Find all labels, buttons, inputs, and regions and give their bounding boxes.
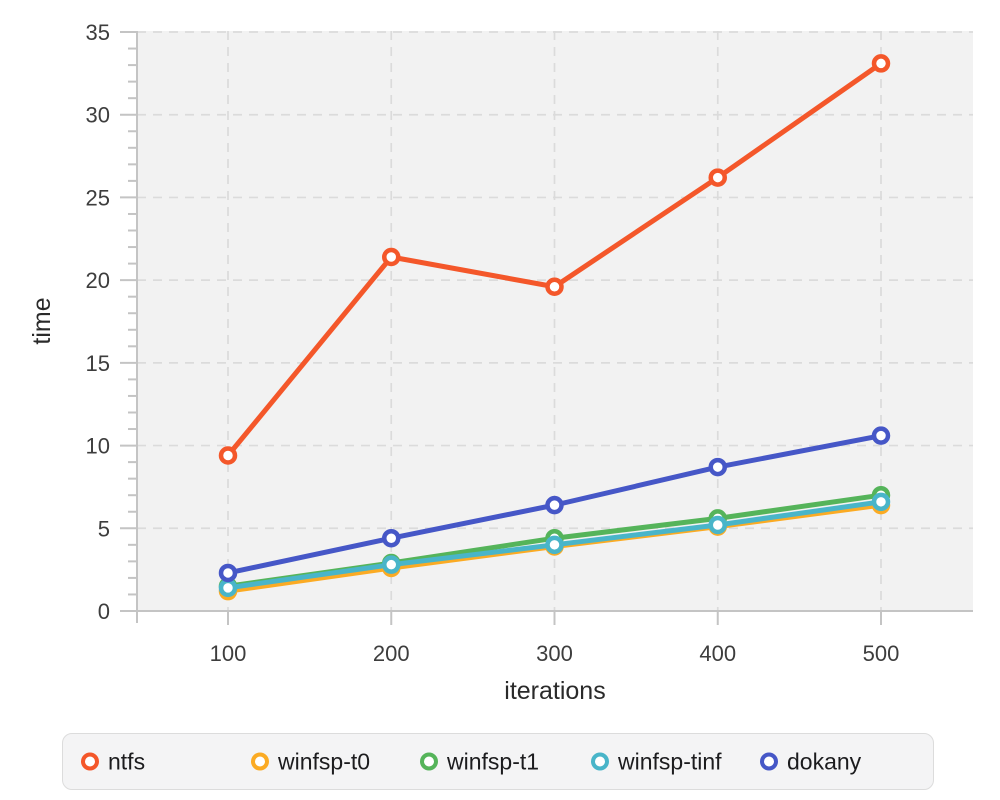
svg-text:25: 25 (86, 185, 110, 210)
svg-text:35: 35 (86, 20, 110, 45)
svg-text:400: 400 (699, 641, 736, 666)
svg-text:30: 30 (86, 103, 110, 128)
legend-item-winfsp-tinf: winfsp-tinf (591, 750, 722, 773)
ntfs-marker-icon (81, 752, 99, 771)
svg-text:10: 10 (86, 434, 110, 459)
svg-text:300: 300 (536, 641, 573, 666)
legend-item-ntfs: ntfs (81, 750, 145, 773)
legend-item-winfsp-t1: winfsp-t1 (420, 750, 539, 773)
legend-label-winfsp-t1: winfsp-t1 (447, 748, 540, 774)
dokany-marker-icon (760, 752, 778, 771)
legend-item-dokany: dokany (760, 750, 861, 773)
svg-text:15: 15 (86, 351, 110, 376)
svg-text:20: 20 (86, 268, 110, 293)
svg-text:time: time (28, 297, 56, 344)
line-chart-canvas: 0 5 10 15 20 25 30 35 100 200 300 400 500 time iterati… (28, 20, 973, 705)
chart-legend: ntfs winfsp-t0 winfsp-t1 winfsp-tinf dok… (62, 733, 934, 790)
legend-label-ntfs: ntfs (108, 748, 146, 774)
winfsp-t0-marker-icon (251, 752, 269, 771)
legend-label-winfsp-t0: winfsp-t0 (278, 748, 371, 774)
legend-item-winfsp-t0: winfsp-t0 (251, 750, 370, 773)
svg-text:5: 5 (98, 516, 110, 541)
winfsp-tinf-marker-icon (591, 752, 609, 771)
svg-text:100: 100 (210, 641, 247, 666)
svg-text:0: 0 (98, 599, 110, 624)
legend-label-winfsp-tinf: winfsp-tinf (618, 748, 722, 774)
svg-text:500: 500 (863, 641, 900, 666)
svg-text:200: 200 (373, 641, 410, 666)
legend-label-dokany: dokany (787, 748, 862, 774)
svg-text:iterations: iterations (504, 677, 605, 705)
winfsp-t1-marker-icon (420, 752, 438, 771)
